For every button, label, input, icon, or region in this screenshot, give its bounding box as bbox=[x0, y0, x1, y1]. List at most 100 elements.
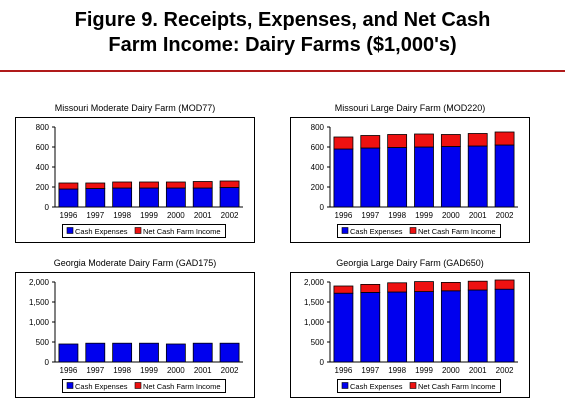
y-tick-label: 0 bbox=[320, 203, 325, 212]
y-tick-label: 400 bbox=[311, 163, 325, 172]
y-tick-label: 200 bbox=[36, 183, 50, 192]
bar-net-cash-farm-income bbox=[467, 133, 488, 147]
bar-cash-expenses bbox=[333, 292, 354, 363]
legend-cash-expenses-label: Cash Expenses bbox=[350, 227, 403, 236]
y-tick-label: 600 bbox=[36, 143, 50, 152]
chart-missouri-moderate: Missouri Moderate Dairy Farm (MOD77) 0 20… bbox=[15, 103, 255, 243]
legend-net-cash-farm-income-swatch bbox=[409, 227, 417, 234]
y-tick-label: 2,000 bbox=[29, 278, 50, 287]
bar-cash-expenses bbox=[360, 292, 381, 363]
legend-net-cash-farm-income-label: Net Cash Farm Income bbox=[418, 382, 496, 391]
bar-cash-expenses bbox=[360, 147, 381, 208]
bar-cash-expenses bbox=[467, 289, 488, 363]
y-tick-label: 1,000 bbox=[29, 318, 50, 327]
x-tick-label: 1998 bbox=[113, 211, 131, 220]
legend-cash-expenses-swatch bbox=[341, 382, 349, 389]
chart-plot: 0 200 400 600 800 1996 1997 1998 1999 2000 2001 200… bbox=[290, 117, 530, 243]
chart-plot: 0 200 400 600 800 1996 1997 1998 1999 2000 2001 200… bbox=[15, 117, 255, 243]
y-tick-label: 500 bbox=[311, 338, 325, 347]
bar-net-cash-farm-income bbox=[139, 181, 159, 189]
bar-net-cash-farm-income bbox=[219, 180, 240, 188]
legend-net-cash-farm-income-swatch bbox=[134, 227, 142, 234]
bar-cash-expenses bbox=[414, 146, 434, 208]
figure-title-line-1: Figure 9. Receipts, Expenses, and Net Ca… bbox=[74, 9, 491, 31]
figure-title: Figure 9. Receipts, Expenses, and Net Ca… bbox=[0, 8, 565, 58]
legend: Cash Expenses Net Cash Farm Income bbox=[62, 379, 226, 393]
bar-net-cash-farm-income bbox=[494, 279, 515, 290]
bar-net-cash-farm-income bbox=[387, 282, 408, 293]
bar-cash-expenses bbox=[414, 291, 434, 363]
chart-frame bbox=[290, 272, 530, 398]
x-tick-label: 2000 bbox=[442, 211, 460, 220]
legend-box bbox=[337, 379, 501, 393]
x-tick-label: 1998 bbox=[388, 366, 406, 375]
bar-net-cash-farm-income bbox=[440, 281, 461, 292]
y-tick-label: 0 bbox=[45, 203, 50, 212]
y-tick-label: 0 bbox=[45, 358, 50, 367]
x-tick-label: 2000 bbox=[442, 366, 460, 375]
bar-net-cash-farm-income bbox=[467, 280, 488, 291]
bar-net-cash-farm-income bbox=[333, 136, 354, 150]
y-tick-label: 500 bbox=[36, 338, 50, 347]
y-tick-label: 1,500 bbox=[304, 298, 325, 307]
x-tick-label: 1999 bbox=[415, 211, 433, 220]
bar-net-cash-farm-income bbox=[414, 133, 434, 148]
legend-net-cash-farm-income-swatch bbox=[409, 382, 417, 389]
legend-box bbox=[62, 224, 226, 238]
bar-cash-expenses bbox=[440, 146, 461, 208]
x-tick-label: 2000 bbox=[167, 211, 185, 220]
legend-net-cash-farm-income-label: Net Cash Farm Income bbox=[143, 382, 221, 391]
y-tick-label: 0 bbox=[320, 358, 325, 367]
x-tick-label: 1996 bbox=[60, 211, 78, 220]
x-tick-label: 1996 bbox=[335, 211, 353, 220]
legend-cash-expenses-label: Cash Expenses bbox=[75, 382, 128, 391]
bar-cash-expenses bbox=[387, 291, 408, 363]
legend-net-cash-farm-income-swatch bbox=[134, 382, 142, 389]
bar-net-cash-farm-income bbox=[333, 285, 354, 294]
bar-cash-expenses bbox=[112, 187, 133, 208]
figure-title-line-2: Farm Income: Dairy Farms ($1,000's) bbox=[108, 34, 457, 56]
bar-cash-expenses bbox=[165, 187, 186, 208]
chart-frame bbox=[290, 117, 530, 243]
title-divider bbox=[0, 70, 565, 72]
x-tick-label: 1999 bbox=[415, 366, 433, 375]
legend-cash-expenses-swatch bbox=[66, 227, 74, 234]
chart-title: Missouri Large Dairy Farm (MOD220) bbox=[334, 103, 486, 113]
x-tick-label: 2001 bbox=[469, 366, 487, 375]
bar-cash-expenses bbox=[112, 342, 133, 363]
legend-box bbox=[337, 224, 501, 238]
legend: Cash Expenses Net Cash Farm Income bbox=[337, 224, 501, 238]
x-tick-label: 1997 bbox=[86, 211, 104, 220]
bar-cash-expenses bbox=[192, 342, 213, 363]
legend-box bbox=[62, 379, 226, 393]
x-tick-label: 1998 bbox=[388, 211, 406, 220]
x-tick-label: 1997 bbox=[361, 366, 379, 375]
legend: Cash Expenses Net Cash Farm Income bbox=[337, 379, 501, 393]
chart-georgia-moderate: Georgia Moderate Dairy Farm (GAD175) 0 50… bbox=[15, 258, 255, 398]
x-tick-label: 1999 bbox=[140, 211, 158, 220]
y-tick-label: 2,000 bbox=[304, 278, 325, 287]
bar-cash-expenses bbox=[139, 187, 159, 208]
bar-cash-expenses bbox=[219, 187, 240, 208]
bar-cash-expenses bbox=[165, 343, 186, 363]
chart-missouri-large: Missouri Large Dairy Farm (MOD220) 0 200 4… bbox=[290, 103, 530, 243]
bar-cash-expenses bbox=[85, 188, 106, 208]
bar-cash-expenses bbox=[440, 290, 461, 363]
bar-cash-expenses bbox=[139, 342, 159, 363]
bar-net-cash-farm-income bbox=[360, 135, 381, 149]
chart-title: Georgia Large Dairy Farm (GAD650) bbox=[336, 258, 484, 268]
bar-cash-expenses bbox=[333, 148, 354, 208]
x-tick-label: 2002 bbox=[221, 366, 239, 375]
legend: Cash Expenses Net Cash Farm Income bbox=[62, 224, 226, 238]
x-tick-label: 2001 bbox=[194, 366, 212, 375]
x-tick-label: 2001 bbox=[469, 211, 487, 220]
bar-net-cash-farm-income bbox=[360, 283, 381, 293]
bar-net-cash-farm-income bbox=[192, 181, 213, 189]
y-tick-label: 800 bbox=[36, 123, 50, 132]
chart-title: Missouri Moderate Dairy Farm (MOD77) bbox=[54, 103, 216, 113]
bar-cash-expenses bbox=[494, 144, 515, 208]
bar-cash-expenses bbox=[85, 342, 106, 363]
x-tick-label: 2002 bbox=[496, 366, 514, 375]
x-tick-label: 1997 bbox=[86, 366, 104, 375]
chart-plot: 0 500 1,000 1,500 2,000 1996 1997 1998 1999 2000 2… bbox=[290, 272, 530, 398]
